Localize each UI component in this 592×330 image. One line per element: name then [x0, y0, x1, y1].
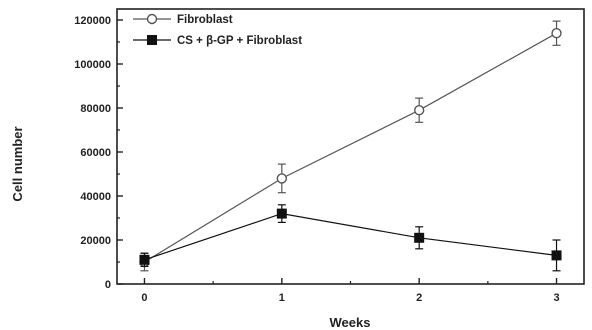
legend-item-1: CS + β-GP + Fibroblast: [133, 35, 302, 47]
plot-frame: [116, 8, 585, 285]
legend-label: CS + β-GP + Fibroblast: [177, 35, 302, 47]
x-tick-label: 1: [279, 292, 285, 304]
data-point: [414, 232, 425, 243]
x-axis-ticks: 0 1 2 3: [141, 278, 560, 304]
x-tick-label: 2: [416, 292, 422, 304]
legend-marker: [146, 13, 158, 25]
plot-border: [116, 8, 585, 285]
legend-label: Fibroblast: [177, 14, 233, 26]
data-point: [276, 208, 287, 219]
data-point: [276, 173, 288, 184]
y-tick-label: 0: [105, 279, 111, 291]
data-point: [413, 104, 425, 116]
x-tick-label: 3: [553, 292, 559, 304]
x-tick-label: 0: [141, 292, 147, 304]
y-axis-ticks: 0 20000 40000 60000 80000 100000 120000: [74, 15, 123, 291]
y-tick-label: 120000: [74, 15, 111, 27]
legend-item-0: Fibroblast: [133, 13, 233, 26]
data-point: [139, 254, 150, 265]
series-1: [139, 204, 562, 272]
data-point: [551, 28, 562, 39]
series-layer: [139, 20, 562, 272]
legend: Fibroblast CS + β-GP + Fibroblast: [133, 13, 302, 47]
series-line: [144, 32, 557, 263]
series-0: [139, 20, 562, 272]
y-tick-label: 80000: [80, 103, 111, 115]
y-tick-label: 40000: [80, 191, 111, 203]
legend-marker: [147, 35, 157, 45]
x-axis-title: Weeks: [330, 315, 371, 330]
y-tick-label: 20000: [80, 235, 111, 247]
y-tick-label: 100000: [74, 59, 111, 71]
y-axis-title: Cell number: [10, 126, 25, 201]
y-tick-label: 60000: [80, 147, 111, 159]
series-line: [144, 212, 557, 261]
data-point: [551, 250, 562, 261]
